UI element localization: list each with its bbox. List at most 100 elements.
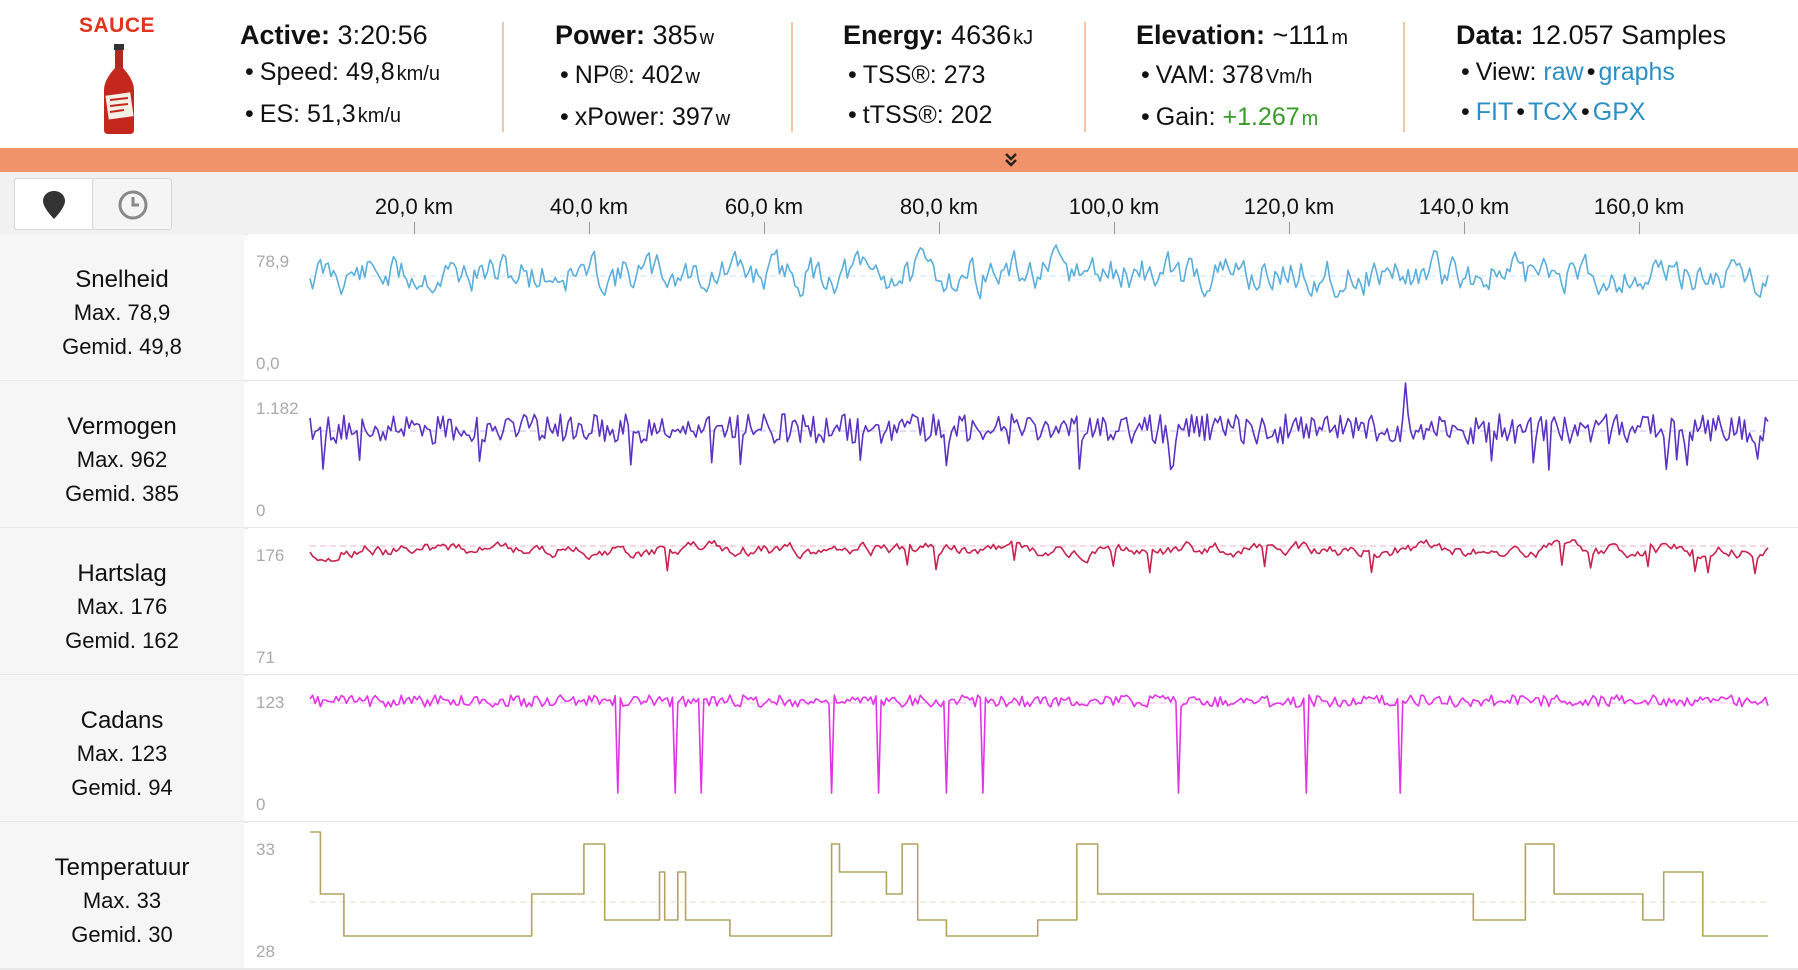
header-divider	[1084, 22, 1086, 132]
header-divider	[1403, 22, 1405, 132]
distance-tick-label: 140,0 km	[1418, 194, 1510, 219]
series-line	[309, 539, 1769, 575]
xpower-stat: • xPower: 397 w	[560, 103, 731, 131]
heartrate-graph-row: Hartslag Max. 176 Gemid. 162 176 71	[0, 528, 1798, 676]
graph-axis-min: 0,0	[256, 354, 280, 373]
graph-max: Max. 176	[76, 594, 168, 619]
series-line	[310, 831, 1768, 937]
distance-tick-mark	[939, 222, 940, 234]
series-line	[309, 382, 1769, 471]
graph-avg: Gemid. 49,8	[62, 334, 182, 359]
distance-axis: 20,0 km 40,0 km 60,0 km 80,0 km 100,0 km 120,…	[310, 172, 1770, 234]
graph-label-panel: Vermogen Max. 962 Gemid. 385	[0, 381, 244, 527]
distance-tick-mark	[1114, 222, 1115, 234]
graph-name: Temperatuur	[54, 854, 190, 881]
stats-header: SAUCE Active: 3:20:56 • Speed: 49,8 km/u •…	[0, 0, 1798, 148]
gpx-link[interactable]: GPX	[1592, 98, 1646, 126]
distance-tick-mark	[1289, 222, 1290, 234]
cadence-graph-svg	[309, 694, 1769, 794]
graph-toolbar	[0, 172, 1798, 235]
temperature-graph-row: Temperatuur Max. 33 Gemid. 30 33 28	[0, 822, 1798, 970]
header-divider	[502, 22, 504, 132]
graph-max: Max. 962	[76, 447, 168, 472]
distance-tick-mark	[764, 222, 765, 234]
temperature-graph[interactable]: 33 28	[248, 822, 1798, 968]
logo-text: SAUCE	[78, 14, 155, 37]
graph-label-panel: Temperatuur Max. 33 Gemid. 30	[0, 822, 244, 968]
graph-axis-max: 176	[256, 546, 285, 565]
graph-axis-min: 0	[256, 501, 266, 520]
chevron-double-down-icon[interactable]	[1001, 150, 1021, 170]
speed-graph-svg	[309, 244, 1769, 300]
power-stats: Power: 385 w • NP®: 402 w • xPower: 397 w	[555, 18, 730, 138]
speed-graph[interactable]: 78,9 0,0	[248, 234, 1798, 380]
power-graph[interactable]: 1.182 0	[248, 381, 1798, 527]
speed-stat: • Speed: 49,8 km/u	[245, 58, 440, 86]
elevation-title: Elevation: ~111 m	[1136, 20, 1349, 50]
graph-axis-max: 123	[256, 693, 285, 712]
heartrate-graph-svg	[309, 539, 1769, 575]
graph-avg: Gemid. 162	[65, 628, 179, 653]
graph-avg: Gemid. 30	[71, 922, 173, 947]
time-button[interactable]	[92, 178, 172, 230]
sauce-logo: SAUCE	[62, 14, 172, 134]
graph-avg: Gemid. 385	[65, 481, 179, 506]
sauce-bottle-icon	[104, 44, 134, 134]
cadence-graph[interactable]: 123 0	[248, 675, 1798, 821]
gain-stat: • Gain: +1.267 m	[1141, 103, 1319, 131]
view-links: • View: raw • graphs	[1461, 58, 1675, 86]
vam-stat: • VAM: 378 Vm/h	[1141, 61, 1313, 89]
graph-axis-max: 78,9	[256, 252, 290, 271]
ttss-stat: • tTSS®: 202	[848, 101, 993, 129]
cadence-graph-row: Cadans Max. 123 Gemid. 94 123 0	[0, 675, 1798, 823]
power-graph-row: Vermogen Max. 962 Gemid. 385 1.182 0	[0, 381, 1798, 529]
distance-tick-label: 120,0 km	[1243, 194, 1335, 219]
header-divider	[791, 22, 793, 132]
graph-avg: Gemid. 94	[71, 775, 173, 800]
graph-name: Snelheid	[75, 266, 169, 293]
distance-tick-label: 20,0 km	[374, 194, 454, 219]
data-title: Data: 12.057 Samples	[1456, 20, 1727, 50]
fit-link[interactable]: FIT	[1475, 98, 1514, 126]
energy-title: Energy: 4636 kJ	[843, 20, 1034, 50]
raw-link[interactable]: raw	[1543, 58, 1584, 86]
distance-tick-mark	[589, 222, 590, 234]
graph-rows: Snelheid Max. 78,9 Gemid. 49,8 78,9 0,0 Vermo…	[0, 234, 1798, 970]
export-links: • FIT • TCX • GPX	[1461, 98, 1646, 126]
graph-axis-min: 0	[256, 795, 266, 814]
graph-label-panel: Snelheid Max. 78,9 Gemid. 49,8	[0, 234, 244, 380]
map-button[interactable]	[14, 178, 94, 230]
graph-name: Hartslag	[77, 560, 167, 587]
graph-axis-min: 71	[256, 648, 275, 667]
header-collapse-bar[interactable]	[0, 148, 1798, 172]
power-title: Power: 385 w	[555, 20, 715, 50]
graph-max: Max. 33	[82, 888, 162, 913]
map-pin-icon	[43, 191, 65, 219]
graph-axis-max: 1.182	[256, 399, 299, 418]
es-stat: • ES: 51,3 km/u	[245, 100, 402, 128]
graph-max: Max. 123	[76, 741, 168, 766]
distance-tick-mark	[414, 222, 415, 234]
series-line	[309, 694, 1769, 794]
graph-axis-min: 28	[256, 942, 275, 961]
tss-stat: • TSS®: 273	[848, 61, 986, 89]
distance-tick-label: 80,0 km	[899, 194, 979, 219]
temperature-graph-svg	[310, 831, 1768, 937]
data-stats: Data: 12.057 Samples • View: raw • graphs •…	[1456, 18, 1726, 138]
tcx-link[interactable]: TCX	[1528, 98, 1579, 126]
np-stat: • NP®: 402 w	[560, 61, 700, 89]
power-graph-svg	[309, 382, 1769, 471]
graph-max: Max. 78,9	[73, 300, 171, 325]
distance-tick-label: 100,0 km	[1068, 194, 1160, 219]
graph-axis-max: 33	[256, 840, 275, 859]
graph-label-panel: Hartslag Max. 176 Gemid. 162	[0, 528, 244, 674]
graphs-link[interactable]: graphs	[1598, 58, 1675, 86]
energy-stats: Energy: 4636 kJ • TSS®: 273 • tTSS®: 202	[843, 18, 1033, 138]
distance-tick-label: 40,0 km	[549, 194, 629, 219]
distance-tick-mark	[1464, 222, 1465, 234]
distance-tick-mark	[1639, 222, 1640, 234]
heartrate-graph[interactable]: 176 71	[248, 528, 1798, 674]
graph-name: Cadans	[80, 707, 164, 734]
graph-label-panel: Cadans Max. 123 Gemid. 94	[0, 675, 244, 821]
clock-icon	[118, 190, 148, 220]
